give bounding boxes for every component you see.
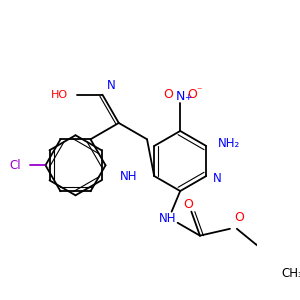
Text: ⁻: ⁻ [196,86,202,97]
Text: O: O [187,88,197,101]
Text: NH₂: NH₂ [218,137,241,150]
Text: +: + [184,93,192,102]
Text: O: O [234,212,244,224]
Text: NH: NH [119,169,137,182]
Text: O: O [163,88,173,101]
Text: CH₃: CH₃ [281,266,300,280]
Text: NH: NH [159,212,176,225]
Text: N: N [213,172,222,185]
Text: O: O [183,198,193,211]
Text: HO: HO [51,90,68,100]
Text: Cl: Cl [10,159,22,172]
Text: N: N [107,79,116,92]
Text: N: N [176,90,185,103]
